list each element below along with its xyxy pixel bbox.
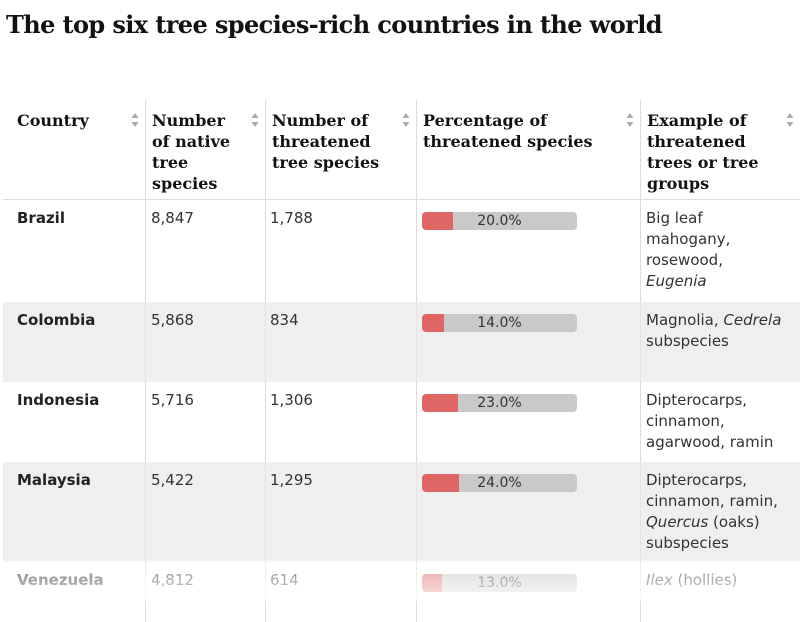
sort-icon[interactable] — [251, 112, 259, 128]
percentage-bar: 20.0% — [422, 212, 577, 230]
sort-icon[interactable] — [786, 112, 794, 128]
native-species-cell: 8,847 — [151, 209, 194, 227]
percentage-label: 14.0% — [477, 315, 522, 331]
column-divider — [416, 302, 417, 382]
column-divider — [145, 302, 146, 382]
threatened-species-cell: 1,295 — [270, 471, 313, 489]
column-header-native[interactable]: Number of native tree species — [145, 100, 265, 200]
column-divider — [265, 382, 266, 462]
column-divider — [416, 382, 417, 462]
example-text: (oaks) subspecies — [646, 513, 760, 552]
table-row: Indonesia 5,716 1,306 23.0% Dipterocarps, ci… — [3, 382, 800, 462]
percentage-bar: 14.0% — [422, 314, 577, 332]
percentage-bar-fill — [422, 474, 460, 492]
example-trees-cell: Big leaf mahogany, rosewood, Eugenia — [646, 208, 786, 292]
native-species-cell: 5,868 — [151, 311, 194, 329]
column-header-threatened[interactable]: Number of threatened tree species — [265, 100, 416, 200]
example-text: Big leaf mahogany, rosewood, — [646, 209, 731, 269]
column-divider — [145, 462, 146, 562]
country-cell: Colombia — [17, 311, 96, 329]
column-divider — [640, 382, 641, 462]
example-trees-cell: Dipterocarps, cinnamon, agarwood, ramin — [646, 390, 786, 453]
sort-icon[interactable] — [626, 112, 634, 128]
threatened-species-cell: 1,306 — [270, 391, 313, 409]
percentage-bar: 23.0% — [422, 394, 577, 412]
column-header-country[interactable]: Country — [3, 100, 145, 200]
native-species-cell: 5,716 — [151, 391, 194, 409]
table-row: Colombia 5,868 834 14.0% Magnolia, Cedrela s… — [3, 302, 800, 382]
column-divider — [145, 200, 146, 302]
table-row: Malaysia 5,422 1,295 24.0% Dipterocarps, cin… — [3, 462, 800, 562]
percentage-bar: 24.0% — [422, 474, 577, 492]
column-divider — [416, 462, 417, 562]
example-genus: Eugenia — [646, 272, 707, 290]
column-divider — [145, 382, 146, 462]
threatened-species-cell: 1,788 — [270, 209, 313, 227]
table-row: Brazil 8,847 1,788 20.0% Big leaf mahogany, … — [3, 200, 800, 302]
example-text: Magnolia, — [646, 311, 724, 329]
header-divider — [3, 199, 800, 200]
example-text: Dipterocarps, cinnamon, agarwood, ramin — [646, 391, 774, 451]
column-divider — [416, 200, 417, 302]
column-header-label: Percentage of threatened species — [423, 111, 593, 151]
table-title: The top six tree species-rich countries … — [6, 10, 663, 39]
sort-icon[interactable] — [131, 112, 139, 128]
percentage-bar-fill — [422, 314, 444, 332]
column-divider — [640, 462, 641, 562]
column-divider — [640, 302, 641, 382]
column-divider — [265, 200, 266, 302]
scroll-fade-overlay — [0, 560, 800, 601]
country-cell: Brazil — [17, 209, 65, 227]
column-divider — [265, 462, 266, 562]
example-genus: Cedrela — [723, 311, 782, 329]
column-divider — [640, 200, 641, 302]
example-trees-cell: Magnolia, Cedrela subspecies — [646, 310, 786, 352]
percentage-label: 20.0% — [477, 213, 522, 229]
country-cell: Indonesia — [17, 391, 100, 409]
percentage-bar-fill — [422, 212, 453, 230]
threatened-species-cell: 834 — [270, 311, 299, 329]
sort-icon[interactable] — [402, 112, 410, 128]
country-cell: Malaysia — [17, 471, 91, 489]
column-header-examples[interactable]: Example of threatened trees or tree grou… — [640, 100, 800, 200]
example-text: Dipterocarps, cinnamon, ramin, — [646, 471, 778, 510]
column-header-label: Number of threatened tree species — [272, 111, 380, 172]
example-genus: Quercus — [646, 513, 709, 531]
column-header-percentage[interactable]: Percentage of threatened species — [416, 100, 640, 200]
example-text: subspecies — [646, 332, 729, 350]
example-trees-cell: Dipterocarps, cinnamon, ramin, Quercus (… — [646, 470, 786, 554]
column-divider — [265, 302, 266, 382]
column-header-label: Example of threatened trees or tree grou… — [647, 111, 759, 193]
percentage-label: 23.0% — [477, 395, 522, 411]
native-species-cell: 5,422 — [151, 471, 194, 489]
column-header-label: Country — [17, 111, 89, 130]
percentage-bar-fill — [422, 394, 458, 412]
column-header-label: Number of native tree species — [152, 111, 231, 193]
table-header: Country Number of native tree species Nu… — [3, 100, 800, 200]
percentage-label: 24.0% — [477, 475, 522, 491]
